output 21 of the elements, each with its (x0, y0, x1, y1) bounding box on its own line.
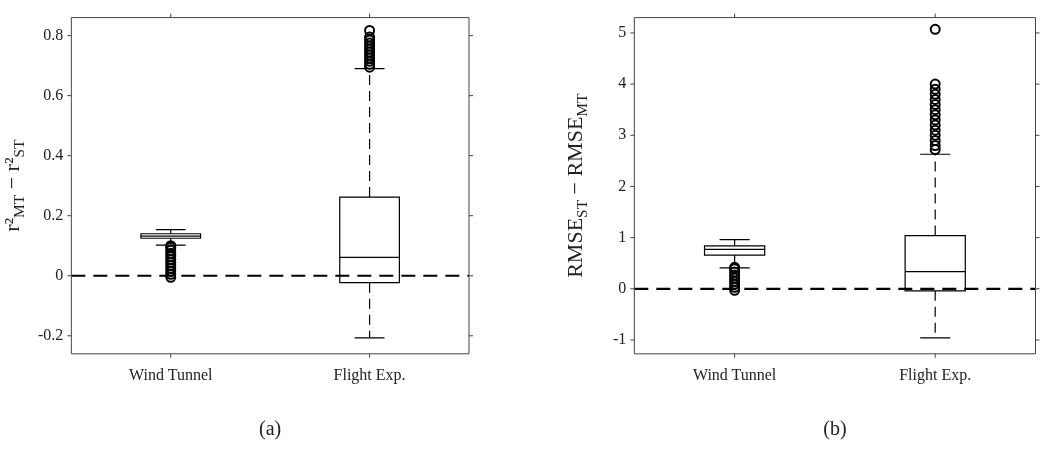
x-tick-label: Flight Exp. (333, 365, 406, 384)
y-axis-title: r²MT − r²ST (0, 138, 27, 232)
y-tick-label: 2 (618, 176, 627, 194)
y-tick-label: 0.4 (43, 145, 64, 163)
x-tick-label: Flight Exp. (899, 365, 972, 384)
y-tick-label: 3 (618, 125, 627, 143)
y-tick-label: 1 (618, 227, 627, 245)
y-tick-label: 4 (618, 74, 627, 92)
y-tick-label: 0 (55, 265, 64, 283)
y-axis-title: RMSEST − RMSEMT (562, 92, 590, 278)
y-tick-label: 5 (618, 23, 627, 41)
x-tick-label: Wind Tunnel (692, 365, 777, 383)
x-tick-label: Wind Tunnel (129, 365, 213, 383)
text: (b) (823, 417, 847, 441)
y-tick-label: 0 (618, 279, 627, 297)
y-tick-label: -1 (613, 330, 627, 348)
y-tick-label: -0.2 (38, 325, 64, 343)
y-tick-label: 0.6 (43, 85, 64, 103)
y-tick-label: 0.2 (43, 205, 64, 223)
text: (a) (259, 417, 282, 441)
y-tick-label: 0.8 (43, 25, 64, 43)
